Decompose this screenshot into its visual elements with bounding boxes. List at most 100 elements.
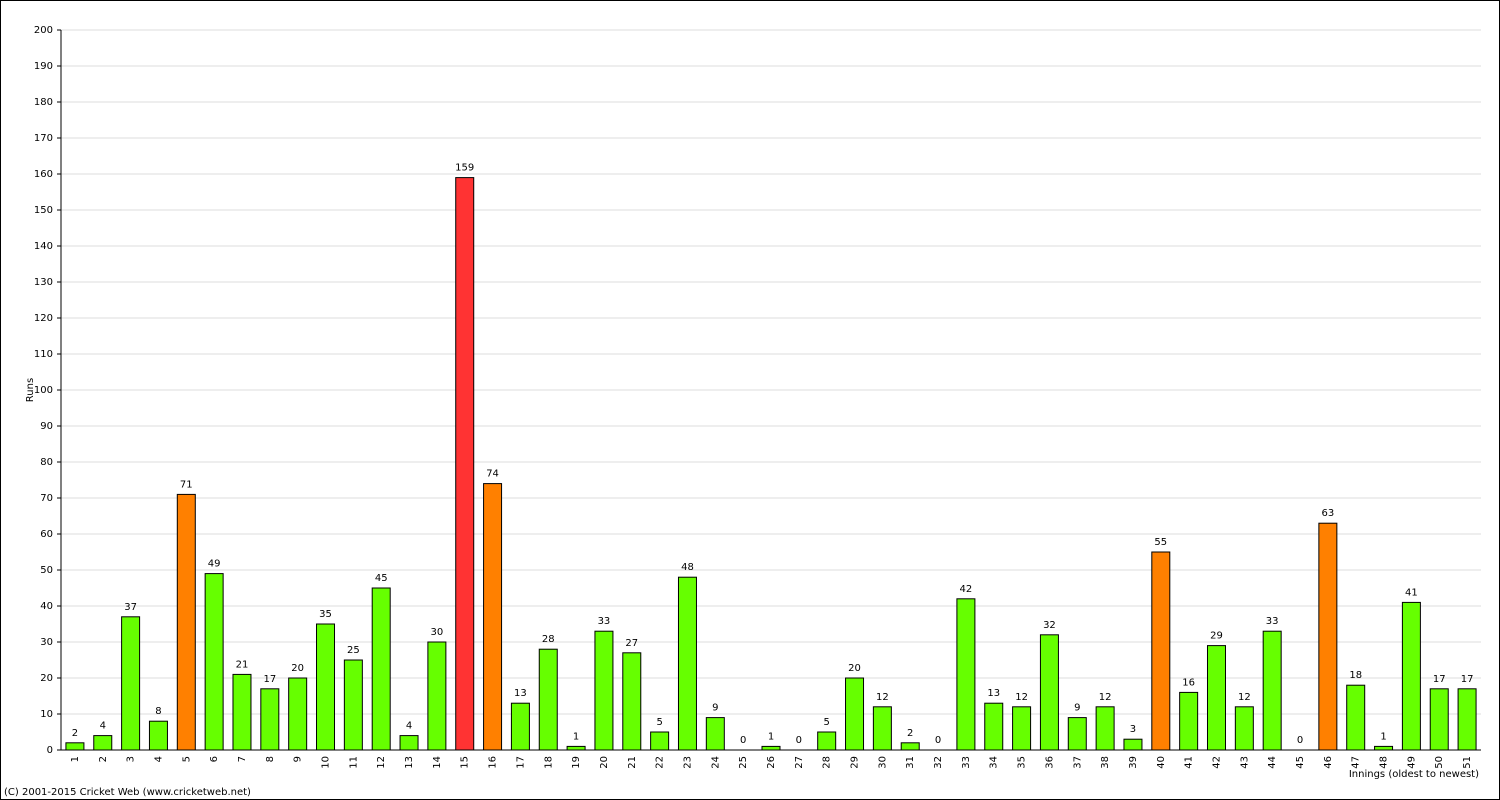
value-label: 18	[1349, 670, 1362, 681]
x-tick-label: 26	[766, 756, 777, 769]
y-tick-label: 70	[40, 493, 53, 504]
value-label: 48	[681, 562, 694, 573]
x-tick-label: 34	[989, 756, 1000, 769]
x-tick-label: 36	[1044, 756, 1055, 769]
bar	[1318, 522, 1338, 751]
bar	[483, 483, 503, 751]
bar	[761, 745, 781, 751]
x-tick-label: 31	[905, 756, 916, 769]
x-tick-label: 35	[1017, 756, 1028, 769]
bar	[1457, 688, 1477, 751]
value-label: 1	[1380, 731, 1386, 742]
value-label: 12	[1238, 692, 1251, 703]
x-tick-label: 5	[181, 756, 192, 762]
value-label: 20	[848, 663, 861, 674]
value-label: 159	[455, 163, 474, 174]
bar	[566, 745, 586, 751]
bar	[1401, 601, 1421, 751]
bar	[176, 493, 196, 751]
x-tick-label: 40	[1156, 756, 1167, 769]
value-label: 25	[347, 645, 360, 656]
bar	[1374, 745, 1394, 751]
bar	[510, 702, 530, 751]
x-tick-label: 30	[877, 756, 888, 769]
value-label: 12	[876, 692, 889, 703]
x-tick-label: 2	[98, 756, 109, 762]
value-label: 16	[1182, 677, 1195, 688]
y-tick-label: 130	[34, 277, 53, 288]
x-tick-label: 22	[655, 756, 666, 769]
y-tick-label: 100	[34, 385, 53, 396]
bar	[622, 652, 642, 751]
y-tick-label: 40	[40, 601, 53, 612]
value-label: 1	[768, 731, 774, 742]
x-tick-label: 38	[1100, 756, 1111, 769]
value-label: 35	[319, 609, 332, 620]
x-tick-label: 23	[682, 756, 693, 769]
value-label: 13	[987, 688, 1000, 699]
value-label: 71	[180, 479, 193, 490]
x-tick-label: 13	[404, 756, 415, 769]
x-tick-label: 18	[543, 756, 554, 769]
y-tick-label: 60	[40, 529, 53, 540]
bar	[705, 717, 725, 751]
x-tick-label: 41	[1184, 756, 1195, 769]
value-label: 55	[1154, 537, 1167, 548]
bar	[650, 731, 670, 751]
bar	[260, 688, 280, 751]
x-tick-label: 32	[933, 756, 944, 769]
bar	[1095, 706, 1115, 751]
bar	[427, 641, 447, 751]
x-tick-label: 21	[627, 756, 638, 769]
value-label: 27	[625, 638, 638, 649]
bar	[1179, 691, 1199, 751]
bar	[984, 702, 1004, 751]
value-label: 13	[514, 688, 527, 699]
y-tick-label: 0	[47, 745, 53, 756]
x-tick-label: 4	[153, 756, 164, 762]
x-tick-label: 47	[1351, 756, 1362, 769]
bar	[1067, 717, 1087, 751]
y-tick-label: 170	[34, 133, 53, 144]
x-tick-label: 48	[1379, 756, 1390, 769]
x-tick-label: 25	[738, 756, 749, 769]
y-tick-label: 10	[40, 709, 53, 720]
x-tick-label: 20	[599, 756, 610, 769]
value-label: 12	[1015, 692, 1028, 703]
footer: (C) 2001-2015 Cricket Web (www.cricketwe…	[4, 787, 251, 798]
x-tick-label: 6	[209, 756, 220, 762]
x-tick-label: 51	[1462, 756, 1473, 769]
y-tick-label: 160	[34, 169, 53, 180]
y-tick-label: 190	[34, 61, 53, 72]
bar	[1346, 684, 1366, 751]
bar	[594, 630, 614, 751]
y-tick-label: 80	[40, 457, 53, 468]
y-tick-label: 30	[40, 637, 53, 648]
x-tick-label: 50	[1434, 756, 1445, 769]
bar	[538, 648, 558, 751]
x-tick-label: 15	[460, 756, 471, 769]
value-label: 0	[935, 735, 941, 746]
x-tick-label: 1	[70, 756, 81, 762]
bar	[343, 659, 363, 751]
value-label: 1	[573, 731, 579, 742]
bar	[1151, 551, 1171, 751]
bar	[1262, 630, 1282, 751]
x-axis-label: Innings (oldest to newest)	[1349, 769, 1479, 780]
x-tick-label: 8	[265, 756, 276, 762]
y-tick-label: 110	[34, 349, 53, 360]
value-label: 49	[208, 559, 221, 570]
bar	[93, 735, 113, 751]
bar	[1206, 645, 1226, 751]
bar	[371, 587, 391, 751]
value-label: 74	[486, 469, 499, 480]
value-label: 2	[72, 728, 78, 739]
x-tick-label: 46	[1323, 756, 1334, 769]
value-label: 0	[740, 735, 746, 746]
value-label: 20	[291, 663, 304, 674]
y-tick-label: 90	[40, 421, 53, 432]
bar	[677, 576, 697, 751]
bar	[232, 673, 252, 751]
value-label: 30	[431, 627, 444, 638]
